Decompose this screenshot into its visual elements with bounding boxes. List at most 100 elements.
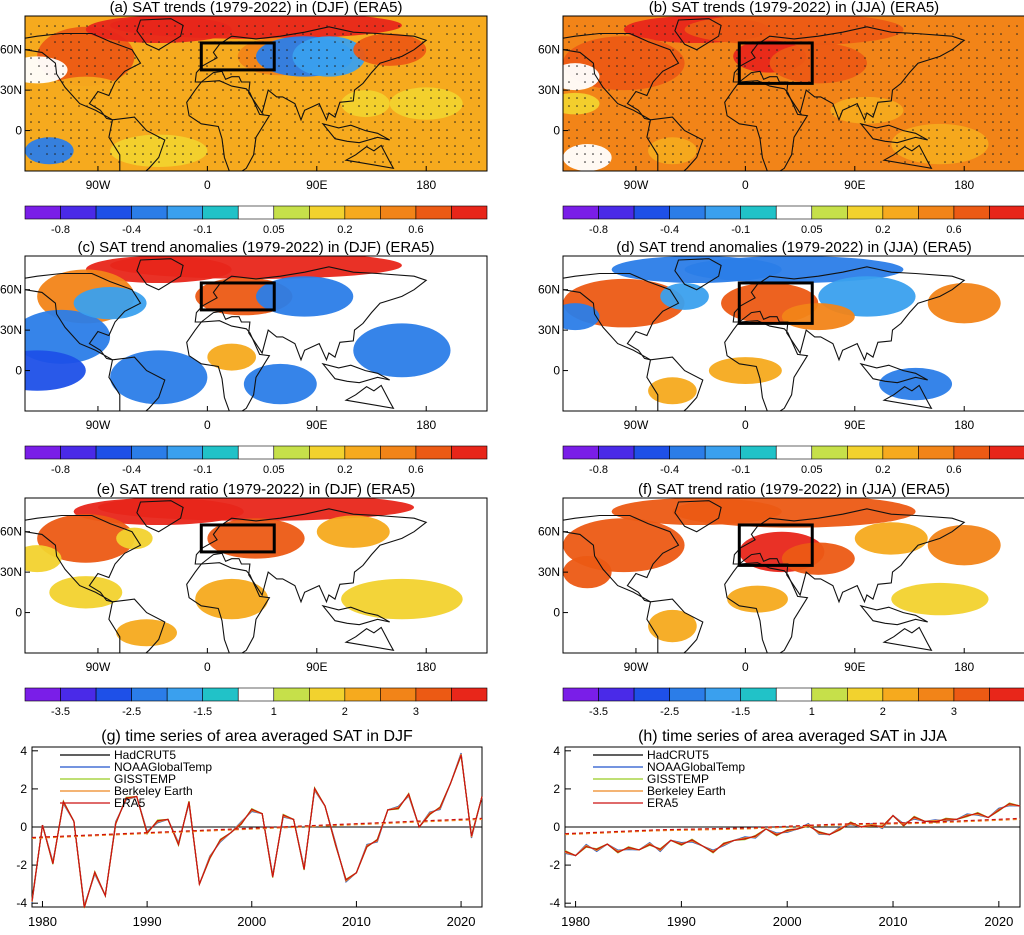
- stipple-dot: [712, 25, 714, 27]
- stipple-dot: [166, 145, 168, 147]
- stipple-dot: [46, 97, 48, 99]
- y-tick-label: 2: [20, 782, 27, 796]
- stipple-dot: [230, 161, 232, 163]
- stipple-dot: [406, 25, 408, 27]
- stipple-dot: [422, 153, 424, 155]
- legend-label: HadCRUT5: [114, 748, 176, 762]
- stipple-dot: [632, 73, 634, 75]
- legend-label: NOAAGlobalTemp: [647, 760, 745, 774]
- stipple-dot: [342, 89, 344, 91]
- stipple-dot: [454, 57, 456, 59]
- stipple-dot: [446, 73, 448, 75]
- stipple-dot: [960, 97, 962, 99]
- stipple-dot: [688, 129, 690, 131]
- stipple-dot: [38, 57, 40, 59]
- stipple-dot: [454, 145, 456, 147]
- stipple-dot: [238, 57, 240, 59]
- map-blob: [563, 63, 600, 91]
- stipple-dot: [414, 57, 416, 59]
- stipple-dot: [238, 65, 240, 67]
- stipple-dot: [198, 129, 200, 131]
- stipple-dot: [712, 65, 714, 67]
- stipple-dot: [222, 49, 224, 51]
- stipple-dot: [648, 105, 650, 107]
- map-blob: [110, 134, 208, 167]
- stipple-dot: [182, 129, 184, 131]
- stipple-dot: [374, 81, 376, 83]
- stipple-dot: [206, 105, 208, 107]
- line-title-h: (h) time series of area averaged SAT in …: [638, 728, 947, 745]
- y-tick-label: 2: [553, 782, 560, 796]
- stipple-dot: [350, 41, 352, 43]
- stipple-dot: [382, 121, 384, 123]
- stipple-dot: [632, 41, 634, 43]
- stipple-dot: [366, 105, 368, 107]
- stipple-dot: [672, 33, 674, 35]
- stipple-dot: [928, 65, 930, 67]
- stipple-dot: [704, 145, 706, 147]
- stipple-dot: [110, 57, 112, 59]
- stipple-dot: [270, 57, 272, 59]
- stipple-dot: [206, 33, 208, 35]
- map-blob: [389, 87, 463, 120]
- stipple-dot: [150, 153, 152, 155]
- stipple-dot: [70, 121, 72, 123]
- stipple-dot: [302, 153, 304, 155]
- stipple-dot: [640, 153, 642, 155]
- stipple-dot: [406, 65, 408, 67]
- stipple-dot: [920, 121, 922, 123]
- stipple-dot: [142, 89, 144, 91]
- stipple-dot: [936, 145, 938, 147]
- stipple-dot: [1016, 137, 1018, 139]
- lon-tick-label: 0: [742, 418, 749, 432]
- stipple-dot: [166, 97, 168, 99]
- stipple-dot: [310, 57, 312, 59]
- stipple-dot: [992, 129, 994, 131]
- stipple-dot: [672, 121, 674, 123]
- stipple-dot: [720, 57, 722, 59]
- stipple-dot: [888, 65, 890, 67]
- stipple-dot: [576, 153, 578, 155]
- stipple-dot: [470, 137, 472, 139]
- stipple-dot: [270, 33, 272, 35]
- coastline-eurasia: [194, 266, 428, 362]
- map-field-e: [25, 498, 487, 653]
- colorbar-label: 0.05: [801, 224, 822, 236]
- stipple-dot: [840, 97, 842, 99]
- stipple-dot: [680, 49, 682, 51]
- stipple-dot: [198, 57, 200, 59]
- stipple-dot: [816, 145, 818, 147]
- stipple-dot: [616, 25, 618, 27]
- lon-tick-label: 90E: [306, 418, 327, 432]
- lon-tick-label: 180: [416, 418, 436, 432]
- stipple-dot: [334, 65, 336, 67]
- stipple-dot: [374, 153, 376, 155]
- stipple-dot: [744, 121, 746, 123]
- stipple-dot: [824, 41, 826, 43]
- stipple-dot: [1016, 145, 1018, 147]
- stipple-dot: [888, 145, 890, 147]
- stipple-dot: [848, 25, 850, 27]
- lon-tick-label: 180: [416, 660, 436, 674]
- map-blob: [769, 42, 867, 84]
- stipple-dot: [656, 89, 658, 91]
- stipple-dot: [664, 33, 666, 35]
- stipple-dot: [824, 145, 826, 147]
- stipple-dot: [976, 49, 978, 51]
- stipple-dot: [664, 65, 666, 67]
- stipple-dot: [944, 65, 946, 67]
- stipple-dot: [960, 89, 962, 91]
- colorbar-swatch: [95, 205, 132, 220]
- stipple-dot: [728, 161, 730, 163]
- stipple-dot: [624, 25, 626, 27]
- stipple-dot: [664, 121, 666, 123]
- stipple-dot: [334, 161, 336, 163]
- stipple-dot: [278, 89, 280, 91]
- coastline-australia: [344, 626, 395, 652]
- stipple-dot: [142, 33, 144, 35]
- stipple-dot: [744, 153, 746, 155]
- stipple-dot: [318, 41, 320, 43]
- stipple-dot: [592, 105, 594, 107]
- stipple-dot: [462, 81, 464, 83]
- lon-tick-label: 180: [954, 418, 974, 432]
